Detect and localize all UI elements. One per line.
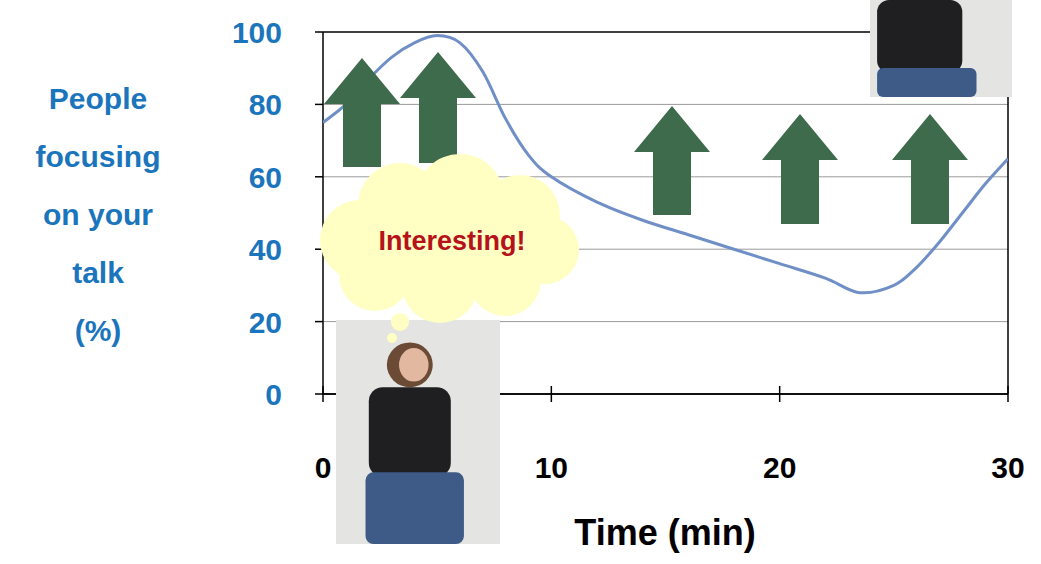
y-tick-label: 0 bbox=[265, 378, 282, 411]
arrow bbox=[634, 106, 710, 215]
chart: 0 20 40 60 80 100 0 10 20 30 Time (min) Peoplefocus… bbox=[0, 0, 1041, 564]
x-tick-label: 10 bbox=[535, 451, 568, 484]
photo-bg bbox=[870, 0, 1012, 97]
y-axis-title: Peoplefocusingon yourtalk(%) bbox=[36, 82, 161, 347]
arrow bbox=[892, 114, 968, 224]
photo-bg bbox=[336, 320, 500, 544]
x-tick bbox=[322, 386, 324, 402]
attention-line bbox=[323, 36, 1008, 293]
photo-body bbox=[369, 387, 451, 477]
x-axis-title: Time (min) bbox=[574, 512, 755, 553]
y-tick bbox=[315, 176, 323, 178]
photo bbox=[336, 320, 500, 544]
x-tick-label: 20 bbox=[763, 451, 796, 484]
photo-hair bbox=[387, 342, 433, 387]
x-tick bbox=[551, 386, 553, 402]
y-tick-label: 60 bbox=[249, 161, 282, 194]
photo-body bbox=[877, 0, 962, 73]
arrow bbox=[762, 114, 838, 224]
y-tick bbox=[315, 104, 323, 106]
photo bbox=[870, 0, 1012, 97]
y-axis bbox=[322, 32, 324, 394]
x-tick bbox=[1007, 386, 1009, 402]
cloud-bubble bbox=[387, 333, 397, 343]
y-tick bbox=[315, 31, 323, 33]
x-tick-label: 0 bbox=[315, 451, 332, 484]
y-tick-label: 80 bbox=[249, 88, 282, 121]
y-tick-label: 40 bbox=[249, 233, 282, 266]
y-tick-label: 20 bbox=[249, 306, 282, 339]
plot-area bbox=[323, 36, 1008, 293]
photo-legs bbox=[366, 472, 464, 544]
y-tick-label: 100 bbox=[232, 16, 282, 49]
photo-legs bbox=[877, 68, 976, 97]
thought-cloud bbox=[320, 154, 579, 343]
y-tick bbox=[315, 321, 323, 323]
y-tick bbox=[315, 393, 323, 395]
cloud-bubble bbox=[391, 313, 409, 331]
arrow bbox=[400, 52, 476, 163]
annotation: Interesting! bbox=[378, 226, 525, 256]
arrow bbox=[324, 58, 400, 167]
photo-face bbox=[399, 348, 429, 382]
x-tick-label: 30 bbox=[991, 451, 1024, 484]
x-tick bbox=[779, 386, 781, 402]
